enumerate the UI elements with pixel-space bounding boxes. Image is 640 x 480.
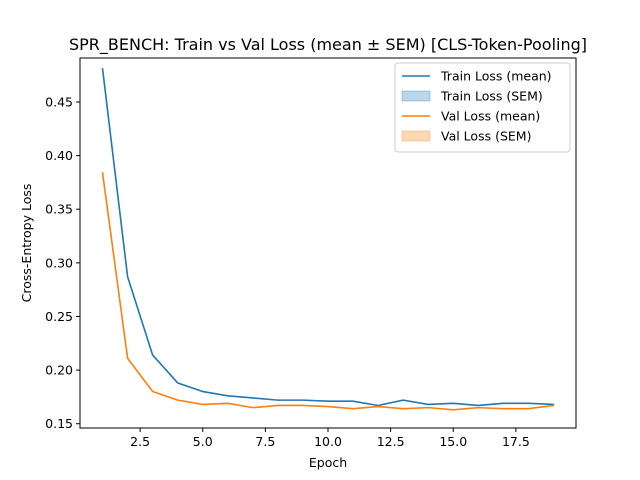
legend-label-val-loss-mean: Val Loss (mean) [441, 109, 540, 124]
y-tick-label: 0.45 [45, 94, 73, 109]
x-axis: 2.5 5.0 7.5 10.0 12.5 15.0 17.5 [130, 428, 530, 449]
y-axis-label: Cross-Entropy Loss [19, 184, 34, 303]
legend-label-val-loss-sem: Val Loss (SEM) [441, 129, 531, 144]
legend-label-train-loss-mean: Train Loss (mean) [440, 69, 552, 84]
x-tick-label: 5.0 [193, 434, 213, 449]
y-tick-label: 0.35 [45, 202, 73, 217]
x-tick-label: 15.0 [439, 434, 467, 449]
y-tick-label: 0.20 [45, 363, 73, 378]
legend-swatch-val-loss-sem [401, 130, 431, 142]
legend-box [394, 62, 571, 153]
legend-label-train-loss-sem: Train Loss (SEM) [440, 89, 543, 104]
x-tick-label: 12.5 [377, 434, 405, 449]
x-tick-label: 2.5 [130, 434, 150, 449]
y-tick-label: 0.30 [45, 255, 73, 270]
legend: Train Loss (mean) Train Loss (SEM) Val Los… [394, 62, 571, 153]
y-tick-label: 0.15 [45, 416, 73, 431]
legend-swatch-train-loss-sem [401, 90, 431, 102]
y-tick-label: 0.25 [45, 309, 73, 324]
series-layer [101, 67, 555, 411]
x-tick-label: 10.0 [314, 434, 342, 449]
x-axis-label: Epoch [309, 455, 347, 470]
y-tick-label: 0.40 [45, 148, 73, 163]
y-axis: 0.15 0.20 0.25 0.30 0.35 0.40 0.45 [45, 94, 80, 431]
x-tick-label: 17.5 [502, 434, 530, 449]
chart-title: SPR_BENCH: Train vs Val Loss (mean ± SEM… [69, 35, 587, 55]
x-tick-label: 7.5 [255, 434, 275, 449]
